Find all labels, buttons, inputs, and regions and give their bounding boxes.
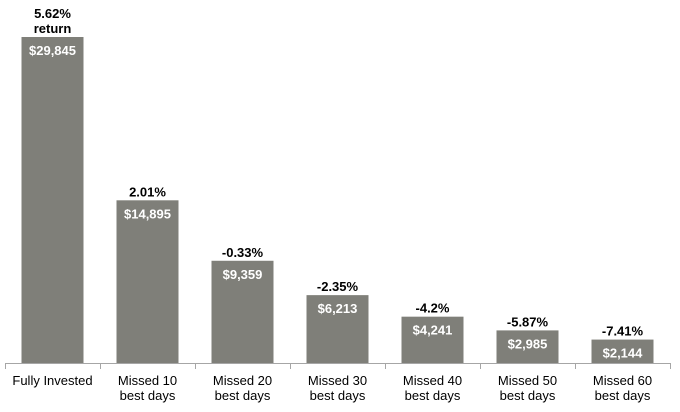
return-label: -0.33% [222, 245, 264, 260]
return-label: return [34, 21, 72, 36]
bar-value-label: $29,845 [29, 43, 76, 58]
category-label: Missed 40 [403, 373, 462, 388]
return-label: -4.2% [416, 301, 450, 316]
return-label: 5.62% [34, 6, 71, 21]
category-label: Fully Invested [12, 373, 92, 388]
bar-value-label: $14,895 [124, 206, 171, 221]
category-label: best days [310, 388, 366, 403]
return-label: 2.01% [129, 184, 166, 199]
bar [306, 295, 369, 363]
bar [116, 200, 179, 363]
return-label: -2.35% [317, 279, 359, 294]
bar [211, 260, 274, 363]
category-label: Missed 50 [498, 373, 557, 388]
bar-value-label: $2,144 [603, 346, 644, 361]
category-label: best days [500, 388, 556, 403]
bar-value-label: $6,213 [318, 301, 358, 316]
bars-group [21, 37, 654, 363]
category-label: best days [595, 388, 651, 403]
category-label: best days [405, 388, 461, 403]
category-label: Missed 20 [213, 373, 272, 388]
category-label: Missed 30 [308, 373, 367, 388]
bar-value-label: $2,985 [508, 336, 548, 351]
bar-value-label: $4,241 [413, 323, 453, 338]
return-labels-group: 5.62%return 2.01% -0.33% -2.35% -4.2% -5.87% -… [34, 6, 644, 339]
bar-value-label: $9,359 [223, 267, 263, 282]
category-label: Missed 60 [593, 373, 652, 388]
category-label: best days [215, 388, 271, 403]
bar [21, 37, 84, 363]
x-axis-ticks [5, 363, 671, 369]
bar [591, 339, 654, 363]
return-label: -5.87% [507, 314, 549, 329]
bar [496, 330, 559, 363]
category-label: Missed 10 [118, 373, 177, 388]
value-labels-group: $29,845 $14,895 $9,359 $6,213 $4,241 $2,985 $2… [29, 43, 643, 361]
bar [401, 316, 464, 363]
return-label: -7.41% [602, 324, 644, 339]
category-label: best days [120, 388, 176, 403]
